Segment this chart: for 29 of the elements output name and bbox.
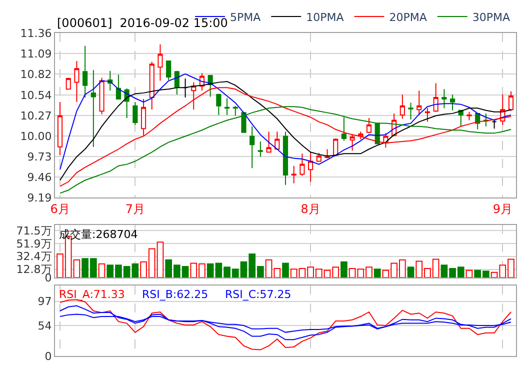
x-tick-label: 9月 xyxy=(492,202,512,216)
legend-label: 10PMA xyxy=(306,10,344,24)
y-tick-label: 0 xyxy=(44,272,52,285)
y-tick-label: 10.00 xyxy=(20,130,52,144)
x-tick-label: 6月 xyxy=(50,202,70,216)
legend-label: 5PMA xyxy=(230,10,262,24)
legend-label: 30PMA xyxy=(472,10,510,24)
y-tick-label: 11.09 xyxy=(20,47,52,60)
y-tick-label: 9.46 xyxy=(27,171,52,184)
y-tick-label: 10.82 xyxy=(20,68,52,81)
y-tick-label: 32.4万 xyxy=(16,250,52,264)
series-label: RSI_B:62.25 xyxy=(142,288,208,301)
x-tick-label: 8月 xyxy=(300,202,320,216)
y-tick-label: 10.27 xyxy=(20,110,52,123)
legend-label: 20PMA xyxy=(389,10,428,24)
x-tick-label: 7月 xyxy=(125,202,145,216)
annotation: 成交量:268704 xyxy=(59,228,138,241)
y-tick-label: 0 xyxy=(44,350,52,363)
y-tick-label: 54 xyxy=(38,319,52,332)
y-tick-label: 10.54 xyxy=(20,89,52,102)
series-label: RSI_A:71.33 xyxy=(59,288,125,301)
y-tick-label: 11.36 xyxy=(20,26,52,40)
chart-title: [000601] 2016-09-02 15:00 xyxy=(57,16,228,30)
y-tick-label: 97 xyxy=(38,295,52,308)
y-tick-label: 9.73 xyxy=(27,150,52,164)
y-tick-label: 51.9万 xyxy=(16,237,52,250)
y-tick-label: 9.19 xyxy=(27,192,52,205)
y-tick-label: 71.5万 xyxy=(16,224,52,238)
text: RSI_C:57.25 xyxy=(225,288,292,301)
